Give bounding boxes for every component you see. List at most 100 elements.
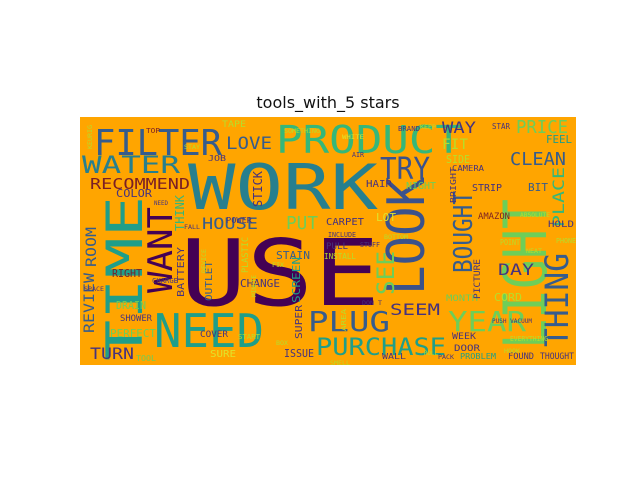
word-fit: FIT [442, 137, 469, 153]
word-door: DOOR [454, 344, 481, 354]
word-minute: MINUTE [251, 275, 258, 297]
word-want: WANT [141, 207, 181, 293]
word-stain: STAIN [276, 249, 310, 262]
word-white: WHITE [342, 134, 364, 141]
word-work: WORK [188, 151, 379, 224]
word-way: WAY [442, 118, 476, 137]
word-right: RIGHT [112, 267, 142, 280]
word-charge: CHARGE [152, 277, 178, 285]
chart-title: tools_with_5 stars [256, 93, 400, 112]
word-super: SUPER [294, 304, 305, 339]
word-include: INCLUDE [328, 231, 356, 239]
word-change: CHANGE [240, 277, 280, 290]
word-plug: PLUG [308, 305, 390, 338]
word-point: POINT [500, 238, 520, 247]
word-love: LOVE [226, 134, 272, 154]
word-air: AIR [352, 151, 365, 159]
word-think: THINK [173, 194, 187, 231]
word-everything: EVERYTHING [510, 335, 548, 343]
word-outlet: OUTLET [204, 261, 215, 301]
word-light: LIGHT [491, 199, 561, 349]
word-pack: PACK [438, 354, 454, 361]
word-thing: THING [538, 253, 576, 347]
word-thought: THOUGHT [540, 352, 575, 362]
word-star: STAR [492, 122, 510, 131]
word-product: PRODUCT [276, 118, 462, 162]
word-device: DEVICE [201, 249, 208, 273]
word-time: TIME [96, 196, 154, 361]
word-picture: PICTURE [473, 259, 483, 299]
word-filter: FILTER [94, 123, 222, 164]
word-brand: BRAND [398, 125, 420, 133]
word-sure: SURE [210, 349, 236, 360]
word-color: COLOR [116, 187, 152, 200]
word-look: LOOK [377, 176, 437, 295]
word-fall: FALL [184, 224, 200, 231]
word-seem: SEEM [390, 300, 440, 319]
word-year: YEAR [448, 305, 526, 338]
word-try: TRY [380, 152, 430, 187]
word-recommend: RECOMMEND [90, 175, 190, 193]
word-carpet: CARPET [326, 217, 364, 228]
word-roll: ROLL [424, 350, 438, 357]
word-clean: CLEAN [510, 149, 566, 170]
word-cloud-background [80, 117, 576, 365]
word-camera: CAMERA [452, 164, 484, 173]
word-stick: STICK [251, 170, 265, 207]
word-place: PLACE [549, 167, 568, 227]
word-tape: TAPE [222, 120, 246, 130]
word-cord: CORD [494, 291, 522, 304]
word-purchase: PURCHASE [316, 333, 446, 361]
word-need: NEED [154, 200, 168, 207]
word-feel: FEEL [546, 133, 572, 146]
word-stuff: STUFF [360, 241, 380, 249]
word-pull: PULL [326, 242, 348, 252]
word-job: JOB [208, 154, 226, 163]
word-perfect: PERFECT [110, 327, 156, 340]
word-use: USE [180, 220, 380, 327]
word-amazon: AMAZON [478, 212, 510, 222]
word-hold: HOLD [548, 220, 574, 230]
word-see: SEE [372, 251, 400, 295]
word-hair: HAIR [366, 179, 393, 190]
word-bit: BIT [528, 181, 548, 194]
word-top: TOP [146, 127, 160, 135]
word-price: PRICE [516, 117, 568, 138]
word-stay: STAY [184, 144, 200, 151]
word-side: SIDE [446, 153, 470, 166]
word-turn: TURN [90, 344, 134, 363]
word-absolute: ABSOLUTE [520, 212, 550, 219]
word-tool: TOOL [136, 354, 156, 363]
word-cover: COVER [200, 330, 229, 340]
word-problem: PROBLEM [460, 352, 496, 361]
word-found: FOUND [508, 352, 534, 362]
word-area: AREA [340, 308, 348, 331]
word-screen: SCREEN [290, 257, 303, 303]
word-plastic: PLASTIC [241, 237, 251, 273]
word-room: ROOM [84, 227, 100, 267]
word-bottom: BOTTOM [384, 234, 408, 241]
word-phone: PHONE [556, 237, 576, 245]
word-lot: LOT [376, 211, 396, 224]
word-smell: SMELL [330, 360, 350, 365]
word-night: NIGHT [406, 181, 436, 192]
word-install: INSTALL [324, 252, 356, 261]
word-bright: BRIGHT [449, 167, 458, 203]
word-push-vacuum: PUSH VACUUM [492, 318, 532, 325]
word-water: WATER [82, 151, 181, 179]
word-week: WEEK [452, 332, 477, 342]
word-review: REVIEW [82, 272, 98, 333]
word-put: PUT [286, 213, 318, 234]
word-box: BOX [276, 340, 288, 347]
word-shower: SHOWER [120, 314, 153, 324]
word-keep: KEEP [420, 124, 436, 131]
word-wall: WALL [382, 352, 406, 361]
word-keurig: KEURIG [87, 125, 94, 149]
word-house: HOUSE [202, 214, 258, 233]
word-need: NEED [154, 304, 264, 358]
word-space: SPACE [84, 286, 104, 293]
word-don-t: DON T [362, 300, 382, 307]
